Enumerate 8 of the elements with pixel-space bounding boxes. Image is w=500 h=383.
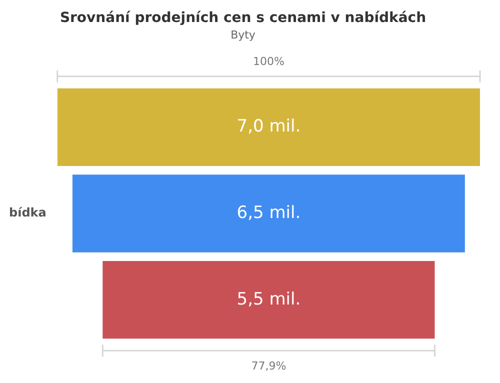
data-label: 6,5 mil.: [236, 202, 301, 223]
data-label: 7,0 mil.: [236, 116, 301, 137]
text: Srovnání prodejních cen s cenami v nabídkách: [60, 10, 426, 26]
text: Byty: [230, 28, 256, 42]
category-label: bídka: [8, 206, 46, 220]
data-label: 5,5 mil.: [236, 289, 301, 310]
text: 77,9%: [251, 360, 286, 373]
text: 100%: [252, 55, 284, 68]
